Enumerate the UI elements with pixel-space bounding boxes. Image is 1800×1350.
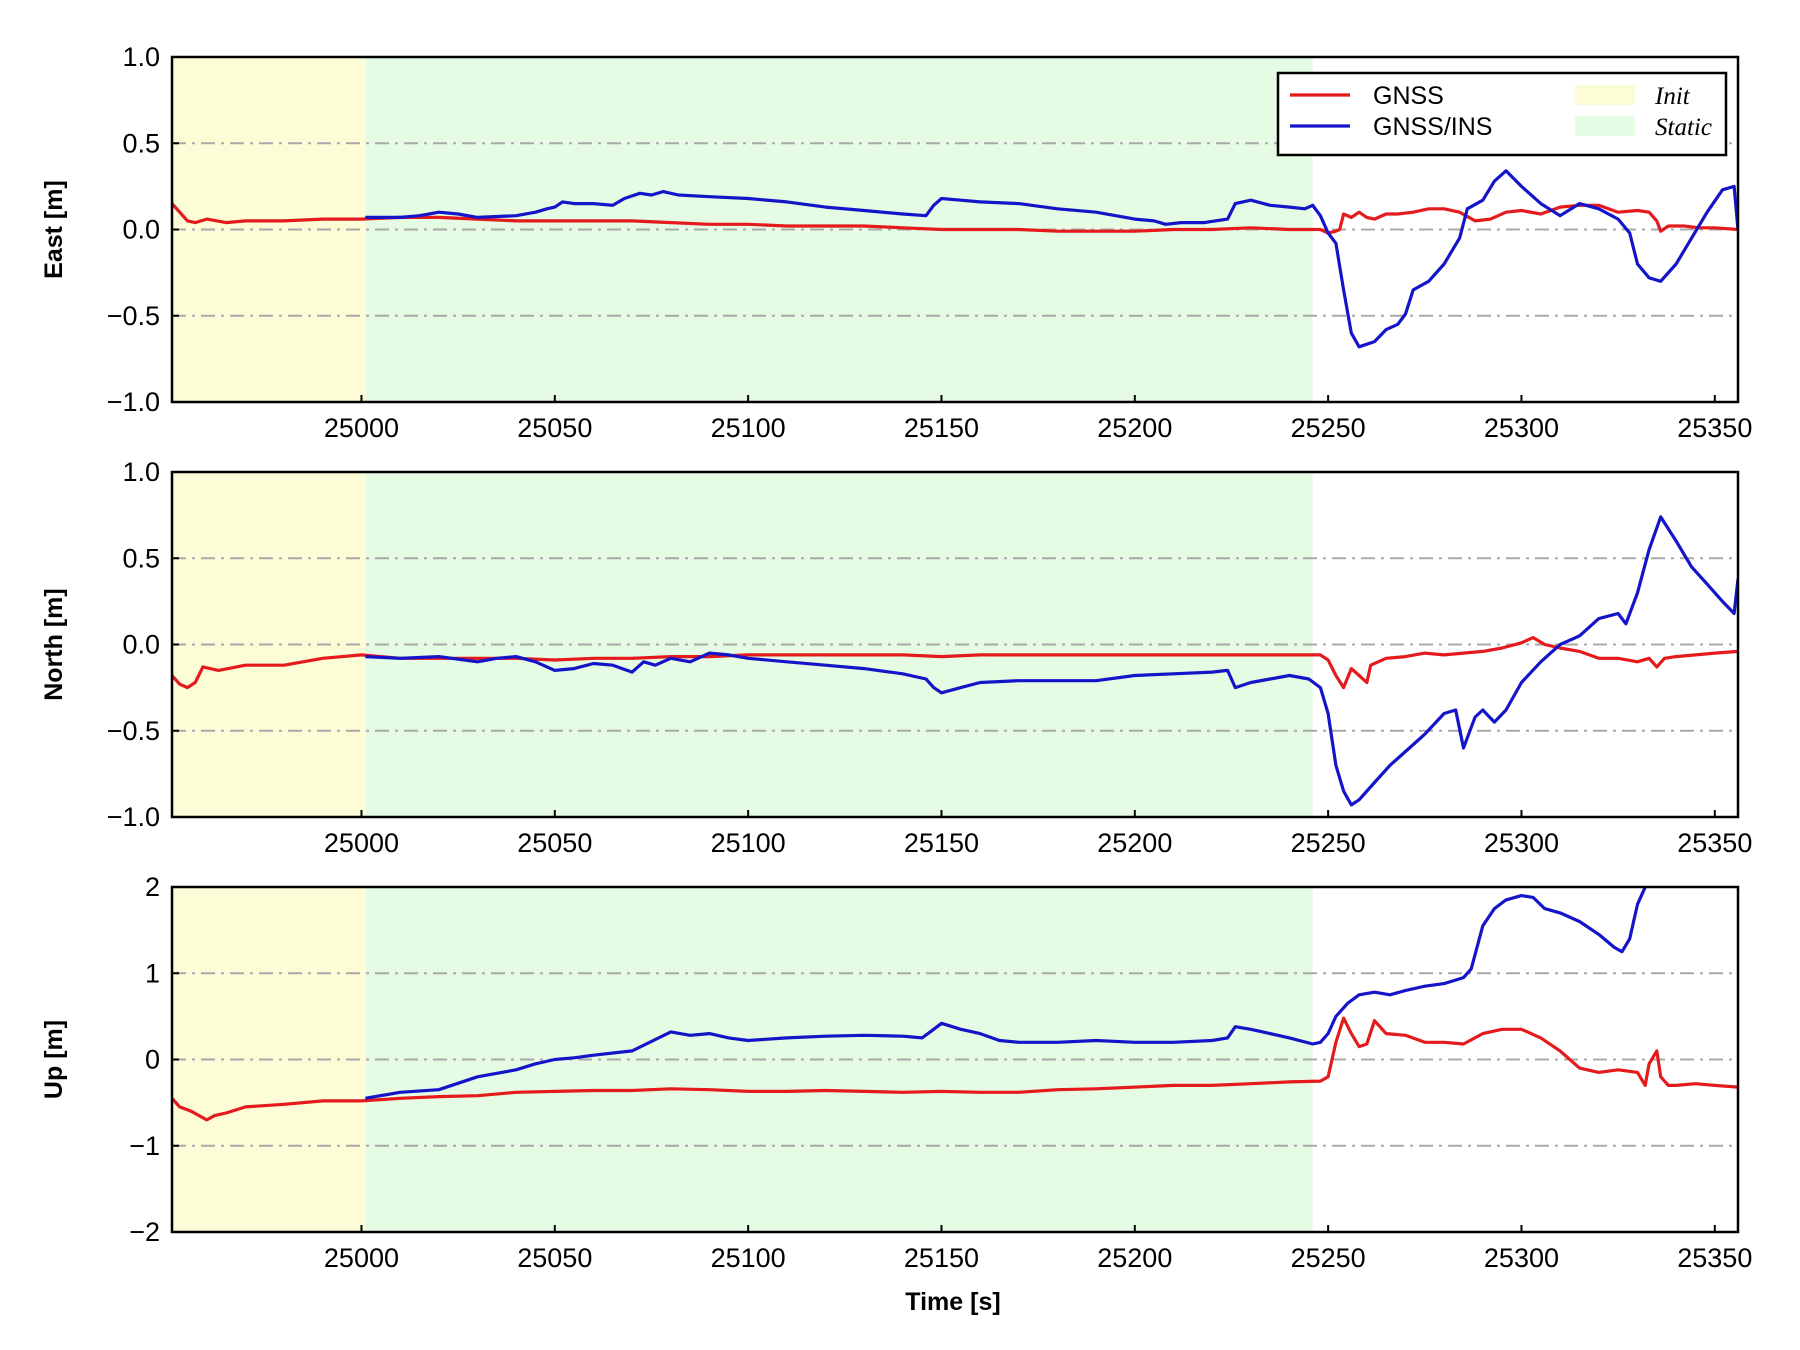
x-tick-label: 25100	[711, 413, 786, 443]
legend-label: Init	[1654, 83, 1691, 110]
x-tick-label: 25150	[904, 413, 979, 443]
x-tick-label: 25300	[1484, 413, 1559, 443]
series-group	[172, 515, 1738, 807]
x-tick-label: 25000	[324, 828, 399, 858]
series-line-gnss-ins	[365, 515, 1738, 807]
x-axis-label: Time [s]	[905, 1288, 1000, 1316]
series-line-gnss-ins	[365, 887, 1648, 1100]
y-tick-label: 1	[145, 958, 160, 988]
north-panel: 1.0 0.5 0.0 −0.5 −1.0 25000 25050 25100 25150 252…	[40, 457, 1752, 858]
legend-box	[1276, 71, 1728, 157]
x-tick-label: 25350	[1677, 413, 1752, 443]
x-tick-label: 25350	[1677, 1243, 1752, 1273]
x-tick-label: 25300	[1484, 1243, 1559, 1273]
legend-label: GNSS/INS	[1373, 113, 1492, 141]
legend: GNSS GNSS/INS Init Static	[1276, 71, 1728, 157]
y-tick-label: 1.0	[122, 457, 160, 487]
x-tick-label: 25050	[517, 1243, 592, 1273]
legend-label: Static	[1655, 114, 1712, 141]
x-tick-label: 25200	[1097, 828, 1172, 858]
x-tick-label: 25250	[1291, 1243, 1366, 1273]
y-axis-label: East [m]	[40, 180, 68, 279]
series-group	[172, 887, 1738, 1122]
x-tick-label: 25150	[904, 1243, 979, 1273]
x-tick-label: 25100	[711, 828, 786, 858]
x-tick-label: 25100	[711, 1243, 786, 1273]
x-tick-label: 25050	[517, 828, 592, 858]
series-line-gnss-ins	[365, 169, 1738, 349]
y-tick-label: 0.5	[122, 543, 160, 573]
y-tick-label: 0.5	[122, 128, 160, 158]
y-tick-label: 0	[145, 1045, 160, 1075]
x-tick-label: 25350	[1677, 828, 1752, 858]
y-tick-label: −0.5	[107, 716, 160, 746]
y-axis-label: Up [m]	[40, 1020, 68, 1099]
x-tick-label: 25000	[324, 413, 399, 443]
x-tick-label: 25200	[1097, 1243, 1172, 1273]
x-tick-label: 25150	[904, 828, 979, 858]
y-tick-label: 1.0	[122, 42, 160, 72]
x-tick-label: 25250	[1291, 413, 1366, 443]
y-tick-label: −1.0	[107, 387, 160, 417]
y-axis-label: North [m]	[40, 588, 68, 700]
legend-swatch-patch	[1575, 85, 1635, 105]
y-tick-label: −0.5	[107, 301, 160, 331]
legend-label: GNSS	[1373, 82, 1444, 110]
series-line-gnss	[172, 1016, 1738, 1122]
x-tick-label: 25300	[1484, 828, 1559, 858]
legend-swatch-patch	[1575, 116, 1635, 136]
y-tick-label: 2	[145, 872, 160, 902]
series-group	[172, 169, 1738, 349]
y-tick-label: −1.0	[107, 802, 160, 832]
y-tick-label: −1	[129, 1131, 160, 1161]
y-tick-label: 0.0	[122, 630, 160, 660]
up-panel: 2 1 0 −1 −2 25000 25050 25100 25150 25200 25250 253…	[40, 872, 1752, 1273]
east-panel: 1.0 0.5 0.0 −0.5 −1.0 25000 25050 25100 25150 252…	[40, 42, 1752, 443]
y-tick-label: 0.0	[122, 215, 160, 245]
x-tick-label: 25000	[324, 1243, 399, 1273]
x-tick-label: 25200	[1097, 413, 1172, 443]
y-tick-label: −2	[129, 1217, 160, 1247]
x-tick-label: 25250	[1291, 828, 1366, 858]
x-tick-label: 25050	[517, 413, 592, 443]
